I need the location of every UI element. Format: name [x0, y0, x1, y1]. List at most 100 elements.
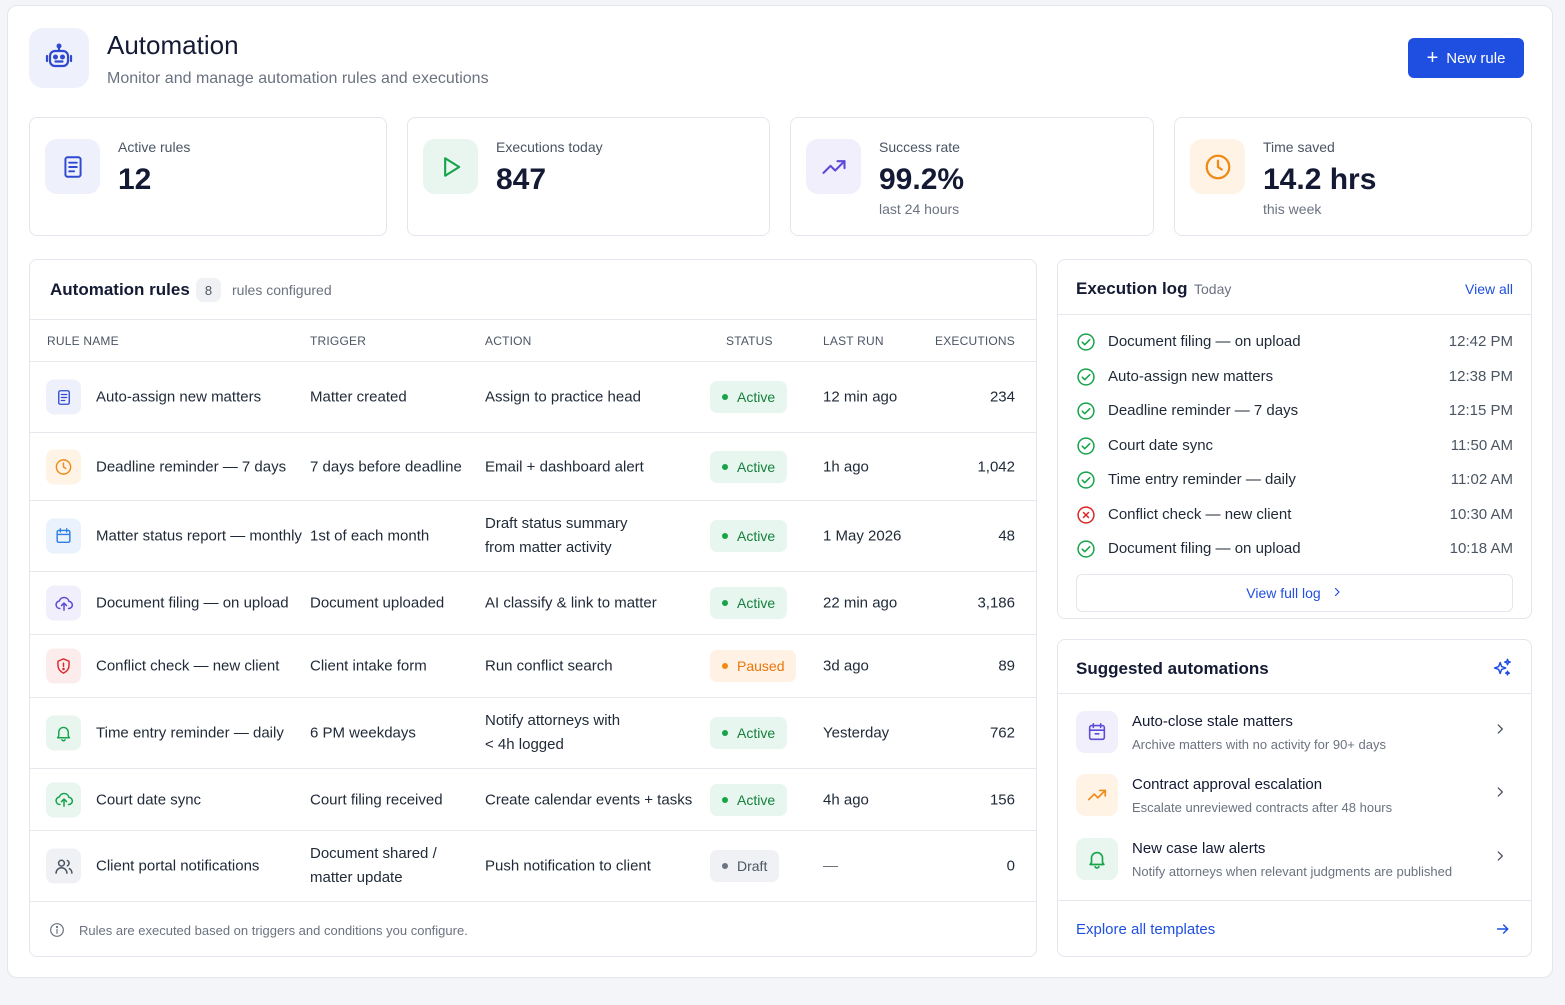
log-entry[interactable]: Conflict check — new client 10:30 AM — [1076, 503, 1513, 527]
rule-last-run: 1 May 2026 — [823, 527, 902, 545]
rule-action: Push notification to client — [485, 857, 651, 875]
rule-action: Run conflict search — [485, 657, 613, 675]
status-badge: Draft — [710, 850, 780, 882]
table-row[interactable]: Conflict check — new client Client intak… — [30, 635, 1036, 698]
stat-card-success-rate: Success rate 99.2% last 24 hours — [790, 117, 1154, 236]
log-title: Execution log — [1076, 279, 1188, 298]
log-entry-time: 11:02 AM — [1450, 471, 1513, 488]
chevron-right-icon — [1493, 849, 1507, 868]
rule-trigger: Client intake form — [310, 657, 427, 675]
rule-last-run: — — [823, 857, 838, 875]
bell-icon — [46, 715, 81, 751]
rule-trigger: Document shared / matter update — [310, 845, 437, 886]
suggestion-title: Auto-close stale matters — [1132, 713, 1293, 730]
page-title: Automation — [107, 30, 239, 60]
rule-executions: 762 — [989, 724, 1015, 742]
log-entry[interactable]: Court date sync 11:50 AM — [1076, 434, 1513, 458]
status-badge: Paused — [710, 650, 797, 682]
rules-count-label: rules configured — [232, 282, 332, 298]
rule-action: Create calendar events + tasks — [485, 791, 693, 808]
status-cell: Paused — [710, 650, 797, 682]
log-entry[interactable]: Document filing — on upload 10:18 AM — [1076, 537, 1513, 561]
bell-icon — [1076, 838, 1118, 880]
log-entry[interactable]: Auto-assign new matters 12:38 PM — [1076, 365, 1513, 389]
log-entry-time: 10:18 AM — [1449, 540, 1513, 557]
col-status[interactable]: STATUS — [726, 334, 773, 348]
table-row[interactable]: Deadline reminder — 7 days 7 days before… — [30, 433, 1036, 501]
table-header: RULE NAME TRIGGER ACTION STATUS LAST RUN… — [30, 320, 1036, 362]
check-circle-icon — [1076, 470, 1096, 494]
page-subtitle: Monitor and manage automation rules and … — [107, 70, 489, 87]
status-cell: Active — [710, 520, 788, 552]
rule-trigger: 1st of each month — [310, 527, 430, 545]
chevron-right-icon — [1493, 722, 1507, 741]
view-all-link[interactable]: View all — [1465, 281, 1513, 297]
stat-value: 14.2 hrs — [1263, 163, 1377, 196]
cloud-upload-icon — [46, 782, 81, 817]
log-entry-time: 10:30 AM — [1449, 506, 1513, 523]
stat-value: 12 — [118, 163, 152, 196]
clock-icon — [1190, 139, 1245, 194]
suggestion-auto-close[interactable]: Auto-close stale matters Archive matters… — [1076, 711, 1513, 759]
rule-trigger: Matter created — [310, 388, 407, 406]
suggestion-contract-escalation[interactable]: Contract approval escalation Escalate un… — [1076, 774, 1513, 822]
log-entry[interactable]: Document filing — on upload 12:42 PM — [1076, 330, 1513, 354]
check-circle-icon — [1076, 401, 1096, 425]
rule-name: Deadline reminder — 7 days — [96, 458, 287, 475]
rules-title: Automation rules — [50, 280, 190, 299]
suggestion-desc: Archive matters with no activity for 90+… — [1132, 737, 1386, 752]
calendar-icon — [46, 518, 81, 554]
log-entry-name: Auto-assign new matters — [1108, 368, 1274, 385]
log-entry-time: 12:38 PM — [1448, 368, 1513, 385]
rule-action: Assign to practice head — [485, 388, 641, 406]
log-entry[interactable]: Time entry reminder — daily 11:02 AM — [1076, 468, 1513, 492]
log-header: Execution log Today View all — [1058, 260, 1531, 315]
suggested-automations-card: Suggested automations Auto-close stale m… — [1057, 639, 1532, 957]
log-entry-name: Deadline reminder — 7 days — [1108, 402, 1299, 419]
view-full-log-button[interactable]: View full log — [1076, 574, 1513, 612]
suggestion-title: New case law alerts — [1132, 840, 1266, 857]
suggestion-desc: Escalate unreviewed contracts after 48 h… — [1132, 800, 1393, 815]
plus-icon: + — [1426, 47, 1439, 69]
status-badge: Active — [710, 783, 788, 816]
rule-name: Court date sync — [96, 791, 202, 808]
rule-name: Matter status report — monthly — [96, 527, 302, 545]
status-cell: Active — [710, 587, 788, 619]
chevron-right-icon — [1493, 785, 1507, 804]
suggestion-case-law-alerts[interactable]: New case law alerts Notify attorneys whe… — [1076, 838, 1513, 886]
shield-alert-icon — [46, 648, 81, 684]
status-cell: Active — [710, 717, 788, 749]
log-entry[interactable]: Deadline reminder — 7 days 12:15 PM — [1076, 399, 1513, 423]
rule-executions: 1,042 — [977, 458, 1015, 475]
table-row[interactable]: Auto-assign new matters Matter created A… — [30, 362, 1036, 433]
stat-note: last 24 hours — [879, 201, 960, 217]
rules-footer-text: Rules are executed based on triggers and… — [79, 923, 468, 938]
trending-up-icon — [1076, 774, 1118, 816]
rule-trigger: 6 PM weekdays — [310, 724, 416, 742]
rule-name: Auto-assign new matters — [96, 388, 262, 406]
rule-trigger: Court filing received — [310, 791, 443, 808]
col-executions[interactable]: EXECUTIONS — [934, 334, 1015, 348]
table-row[interactable]: Time entry reminder — daily 6 PM weekday… — [30, 698, 1036, 769]
stat-label: Active rules — [118, 139, 191, 155]
check-circle-icon — [1076, 539, 1096, 563]
col-rule-name[interactable]: RULE NAME — [47, 334, 119, 348]
log-entry-time: 11:50 AM — [1450, 437, 1513, 454]
rule-name: Conflict check — new client — [96, 657, 280, 675]
table-row[interactable]: Document filing — on upload Document upl… — [30, 572, 1036, 635]
status-badge: Active — [710, 381, 788, 413]
col-trigger[interactable]: TRIGGER — [310, 334, 367, 348]
rule-executions: 156 — [989, 791, 1015, 808]
new-rule-button[interactable]: + New rule — [1408, 38, 1524, 78]
table-row[interactable]: Matter status report — monthly 1st of ea… — [30, 501, 1036, 572]
suggested-header: Suggested automations — [1058, 640, 1531, 694]
table-row[interactable]: Court date sync Court filing received Cr… — [30, 769, 1036, 831]
explore-templates-link[interactable]: Explore all templates — [1076, 921, 1216, 938]
col-action[interactable]: ACTION — [485, 334, 532, 348]
rule-last-run: 22 min ago — [823, 594, 898, 612]
trending-up-icon — [806, 139, 861, 194]
col-last-run[interactable]: LAST RUN — [823, 334, 884, 348]
table-row[interactable]: Client portal notifications Document sha… — [30, 831, 1036, 902]
arrow-right-icon[interactable] — [1495, 921, 1511, 942]
view-full-log-label: View full log — [1246, 585, 1321, 601]
